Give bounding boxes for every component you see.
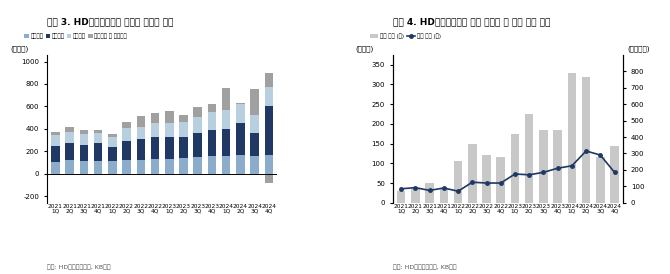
Bar [222,129,230,156]
Bar [194,107,202,117]
Bar [222,89,230,110]
Bar [179,122,188,137]
Bar [108,134,117,137]
Bar [151,137,159,159]
Bar [222,110,230,129]
Bar [553,130,562,203]
Bar [80,161,88,174]
Text: 자료: HD현대일렉트릭, KB증권: 자료: HD현대일렉트릭, KB증권 [47,265,111,270]
Bar [94,143,103,161]
Bar [51,162,60,174]
Bar [411,189,419,203]
Bar [94,133,103,143]
Text: 그림 3. HD현대일렉트릭 부문별 매출액 추이: 그림 3. HD현대일렉트릭 부문별 매출액 추이 [47,17,174,26]
Legend: 배전기기, 전력기기, 회전기기, 종속법인 및 연결조정: 배전기기, 전력기기, 회전기기, 종속법인 및 연결조정 [22,31,129,41]
Bar [66,132,74,143]
Bar [208,130,216,156]
Bar [194,117,202,133]
Bar [51,132,60,135]
Bar [208,104,216,112]
Bar [208,156,216,174]
Bar [482,155,491,203]
Bar [582,76,590,203]
Bar [425,183,434,203]
Bar [397,191,405,203]
Bar [123,141,131,160]
Bar [208,112,216,130]
Text: 자료: HD현대일렉트릭, KB증권: 자료: HD현대일렉트릭, KB증권 [393,265,456,270]
Bar [567,73,576,203]
Bar [51,135,60,146]
Bar [610,145,619,203]
Bar [51,146,60,162]
Bar [123,122,131,128]
Bar [66,160,74,174]
Bar [251,89,259,115]
Bar [194,133,202,157]
Bar [151,123,159,137]
Bar [80,145,88,161]
Bar [265,73,273,87]
Bar [108,147,117,161]
Bar [525,114,533,203]
Bar [511,134,519,203]
Bar [80,130,88,134]
Text: (백만달러): (백만달러) [628,45,650,52]
Bar [165,137,174,159]
Bar [265,106,273,155]
Text: (십억원): (십억원) [356,45,374,52]
Bar [108,161,117,174]
Bar [151,159,159,174]
Bar [236,103,245,104]
Bar [265,155,273,174]
Bar [179,137,188,158]
Bar [179,158,188,174]
Bar [137,159,145,174]
Bar [66,143,74,160]
Legend: 북미 수주 (우), 북미 매출 (좌): 북미 수주 (우), 북미 매출 (좌) [368,31,443,41]
Bar [222,156,230,174]
Bar [123,128,131,141]
Bar [94,130,103,133]
Bar [265,87,273,106]
Text: 그림 4. HD현대일렉트릭 북미 매출액 및 신규 수주 추이: 그림 4. HD현대일렉트릭 북미 매출액 및 신규 수주 추이 [393,17,550,26]
Text: (십억원): (십억원) [10,45,28,52]
Bar [251,133,259,156]
Bar [496,157,505,203]
Bar [165,112,174,122]
Bar [236,123,245,155]
Bar [251,156,259,174]
Bar [539,130,547,203]
Bar [454,161,462,203]
Bar [179,115,188,122]
Bar [236,155,245,174]
Bar [123,160,131,174]
Bar [66,127,74,132]
Bar [194,157,202,174]
Bar [236,104,245,123]
Bar [468,144,476,203]
Bar [596,157,604,203]
Bar [137,139,145,159]
Bar [440,189,448,203]
Bar [165,159,174,174]
Bar [108,137,117,147]
Bar [80,134,88,145]
Bar [165,123,174,137]
Bar [265,174,273,182]
Bar [151,113,159,123]
Bar [137,127,145,139]
Bar [251,115,259,133]
Bar [137,116,145,127]
Bar [94,161,103,174]
